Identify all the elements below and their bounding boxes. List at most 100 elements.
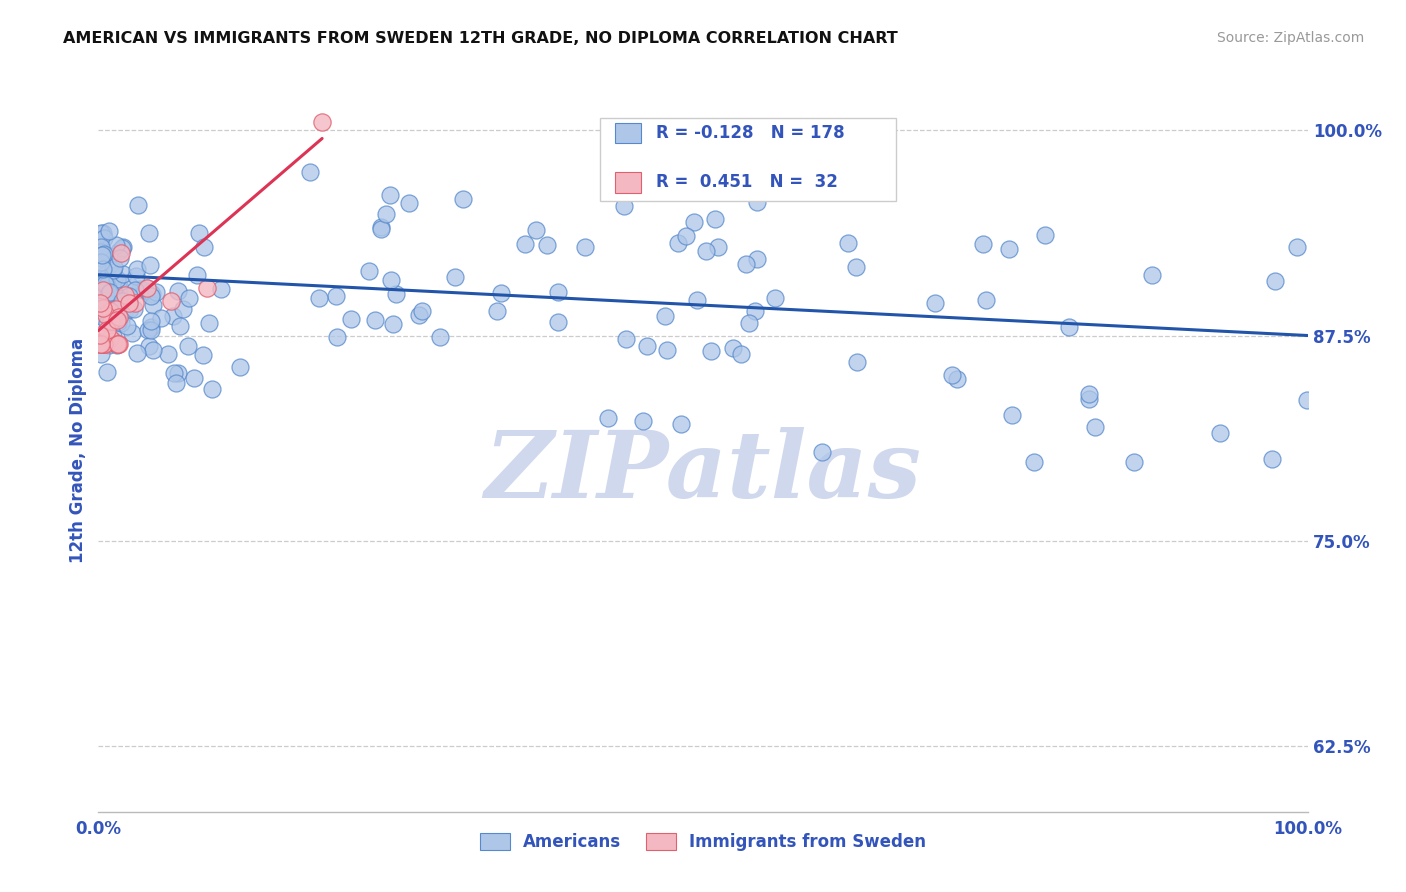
Point bbox=[103, 268, 125, 282]
Point bbox=[636, 338, 658, 352]
Point bbox=[141, 289, 163, 303]
Point bbox=[94, 267, 117, 281]
Point bbox=[93, 336, 115, 351]
Point bbox=[515, 236, 537, 251]
Point bbox=[370, 222, 392, 236]
Bar bbox=[614, 172, 641, 193]
Point bbox=[614, 332, 637, 346]
Point bbox=[111, 268, 134, 282]
Point bbox=[699, 343, 721, 358]
Point bbox=[972, 236, 994, 251]
Point bbox=[118, 278, 141, 293]
Point bbox=[837, 236, 859, 251]
Point bbox=[945, 372, 967, 386]
Point bbox=[107, 336, 129, 351]
Point bbox=[101, 263, 124, 277]
Point bbox=[90, 255, 112, 269]
Point bbox=[735, 257, 758, 271]
Point bbox=[118, 301, 141, 316]
Point bbox=[91, 283, 114, 297]
Point bbox=[118, 295, 141, 310]
Point bbox=[94, 271, 117, 285]
Point bbox=[89, 336, 111, 351]
Point bbox=[138, 285, 160, 299]
Point bbox=[183, 370, 205, 384]
Point bbox=[105, 272, 128, 286]
Point bbox=[150, 311, 173, 326]
Point bbox=[90, 244, 112, 259]
Point bbox=[191, 348, 214, 362]
Point bbox=[90, 248, 112, 262]
Point bbox=[107, 244, 129, 258]
Point bbox=[94, 290, 117, 304]
Point bbox=[398, 196, 420, 211]
Point bbox=[103, 288, 125, 302]
Point bbox=[142, 298, 165, 312]
Point bbox=[380, 273, 402, 287]
Point bbox=[129, 282, 152, 296]
Point bbox=[666, 236, 689, 251]
Point bbox=[686, 293, 709, 307]
Point bbox=[730, 346, 752, 360]
Point bbox=[1078, 392, 1101, 406]
Point bbox=[675, 228, 697, 243]
Point bbox=[1285, 240, 1308, 254]
Bar bbox=[614, 123, 641, 144]
Point bbox=[613, 199, 636, 213]
Point bbox=[655, 343, 678, 358]
Point bbox=[326, 330, 349, 344]
Point bbox=[122, 301, 145, 316]
Point bbox=[654, 309, 676, 323]
Point bbox=[162, 309, 184, 323]
Point bbox=[103, 260, 125, 274]
Point bbox=[340, 311, 363, 326]
Point bbox=[596, 411, 619, 425]
Point bbox=[96, 306, 118, 320]
Point bbox=[94, 277, 117, 292]
Point bbox=[201, 382, 224, 396]
Point bbox=[96, 308, 118, 322]
Point bbox=[90, 334, 112, 349]
Point bbox=[491, 286, 513, 301]
Point bbox=[115, 318, 138, 333]
Point bbox=[91, 226, 114, 240]
Point bbox=[108, 279, 131, 293]
Point bbox=[141, 323, 163, 337]
Point bbox=[1296, 392, 1319, 407]
Point bbox=[97, 248, 120, 262]
Point bbox=[941, 368, 963, 382]
Point bbox=[165, 376, 187, 390]
Point bbox=[97, 224, 120, 238]
Point bbox=[105, 301, 128, 316]
Point bbox=[98, 285, 121, 299]
Point bbox=[136, 281, 159, 295]
Point bbox=[96, 278, 118, 293]
Point bbox=[763, 291, 786, 305]
Point bbox=[682, 215, 704, 229]
Point bbox=[1123, 455, 1146, 469]
Point bbox=[308, 291, 330, 305]
Point bbox=[105, 338, 128, 352]
Point bbox=[98, 331, 121, 345]
Point bbox=[1261, 451, 1284, 466]
Point bbox=[1077, 386, 1099, 401]
Point bbox=[1001, 408, 1024, 422]
Point bbox=[96, 316, 118, 330]
Point bbox=[453, 192, 475, 206]
Point bbox=[125, 345, 148, 359]
Point bbox=[186, 268, 208, 282]
Point bbox=[1140, 268, 1163, 282]
Point bbox=[188, 227, 211, 241]
Point bbox=[163, 366, 186, 380]
Point bbox=[738, 317, 761, 331]
FancyBboxPatch shape bbox=[600, 118, 897, 202]
Text: Source: ZipAtlas.com: Source: ZipAtlas.com bbox=[1216, 31, 1364, 45]
Point bbox=[125, 262, 148, 277]
Point bbox=[135, 281, 157, 295]
Point bbox=[443, 269, 465, 284]
Point bbox=[98, 338, 121, 352]
Point bbox=[96, 365, 118, 379]
Point bbox=[138, 226, 160, 240]
Point bbox=[94, 336, 117, 351]
Point bbox=[408, 308, 430, 322]
